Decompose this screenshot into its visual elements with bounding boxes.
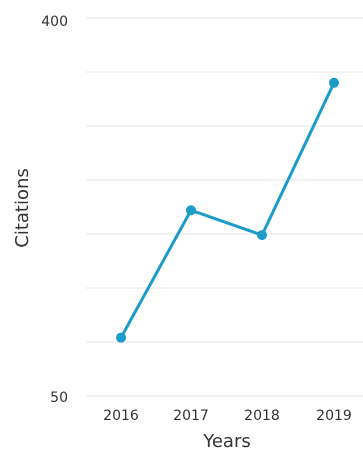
series-line bbox=[119, 81, 336, 340]
x-tick-label: 2019 bbox=[316, 408, 352, 424]
data-point bbox=[257, 230, 267, 241]
grid-lines bbox=[86, 17, 363, 397]
series-points bbox=[116, 77, 339, 343]
y-tick-label-bottom: 50 bbox=[50, 390, 68, 406]
x-tick-label: 2016 bbox=[103, 408, 139, 424]
y-axis-title: Citations bbox=[12, 168, 33, 248]
data-point bbox=[186, 205, 196, 216]
data-point bbox=[329, 77, 339, 88]
x-tick-label: 2018 bbox=[244, 408, 280, 424]
data-point bbox=[116, 332, 126, 343]
x-axis-title: Years bbox=[202, 431, 251, 452]
x-tick-labels: 2016 2017 2018 2019 bbox=[103, 408, 352, 424]
y-tick-label-top: 400 bbox=[41, 14, 68, 30]
x-tick-label: 2017 bbox=[173, 408, 209, 424]
